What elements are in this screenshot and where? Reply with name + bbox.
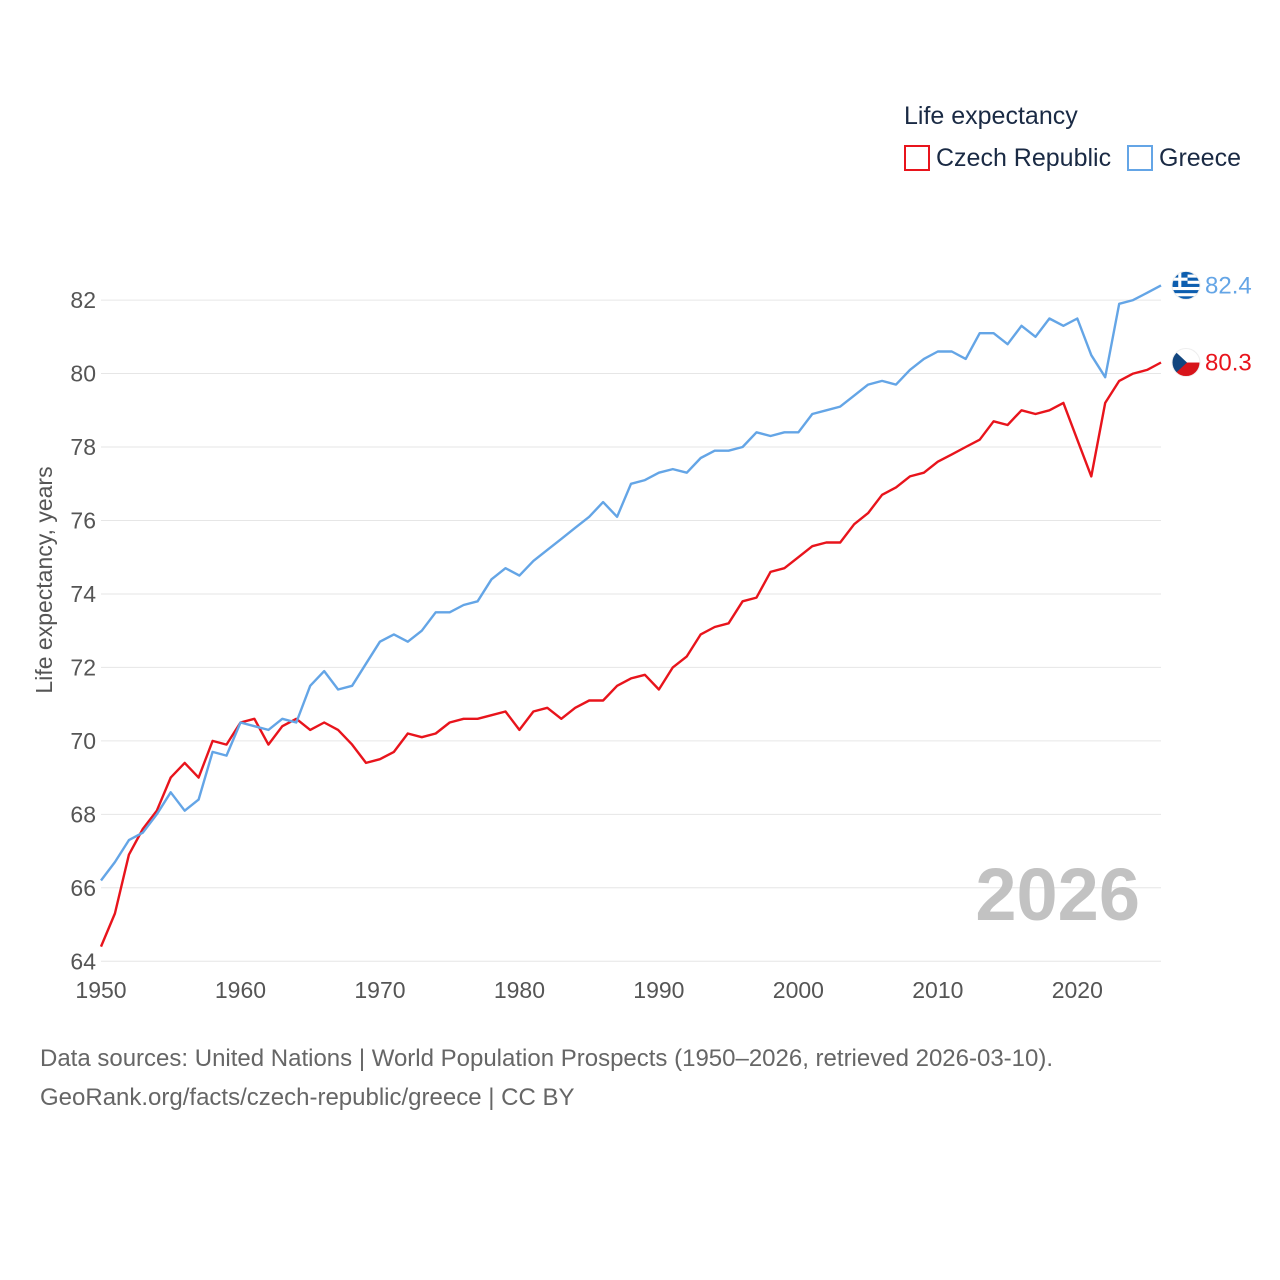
y-tick-66: 66: [70, 875, 96, 901]
x-tick-1960: 1960: [215, 977, 266, 1003]
end-label-greece: 82.4: [1205, 272, 1252, 299]
legend-entry-czech-republic[interactable]: Czech Republic: [904, 144, 1111, 172]
legend-title: Life expectancy: [904, 102, 1078, 130]
y-tick-64: 64: [70, 948, 96, 974]
series-line-czech-republic[interactable]: [99, 361, 1162, 948]
legend-swatch-greece: [1127, 145, 1153, 171]
y-tick-80: 80: [70, 361, 96, 387]
series-end-markers: 80.3 82.4: [1171, 270, 1252, 378]
y-tick-82: 82: [70, 287, 96, 313]
y-axis-label: Life expectancy, years: [31, 466, 57, 693]
y-tick-72: 72: [70, 654, 96, 680]
x-tick-2010: 2010: [912, 977, 963, 1003]
gridlines: [101, 299, 1161, 962]
legend: Life expectancy Czech Republic Greece: [904, 102, 1241, 172]
flag-greece-icon: [1171, 270, 1201, 300]
y-tick-70: 70: [70, 728, 96, 754]
y-tick-76: 76: [70, 507, 96, 533]
x-tick-1980: 1980: [494, 977, 545, 1003]
legend-label-greece: Greece: [1159, 144, 1241, 172]
x-tick-2000: 2000: [773, 977, 824, 1003]
x-axis-ticks: 1950 1960 1970 1980 1990 2000 2010 2020: [75, 977, 1102, 1003]
legend-swatch-czech-republic: [904, 145, 930, 171]
y-tick-78: 78: [70, 434, 96, 460]
legend-label-czech-republic: Czech Republic: [936, 144, 1111, 172]
attribution-link[interactable]: GeoRank.org/facts/czech-republic/greece …: [40, 1084, 575, 1111]
x-tick-2020: 2020: [1052, 977, 1103, 1003]
end-label-czech-republic: 80.3: [1205, 350, 1252, 377]
y-tick-74: 74: [70, 581, 96, 607]
data-source-text: Data sources: United Nations | World Pop…: [40, 1045, 1054, 1072]
legend-entry-greece[interactable]: Greece: [1127, 144, 1241, 172]
year-watermark: 2026: [975, 853, 1140, 936]
x-tick-1970: 1970: [354, 977, 405, 1003]
series-line-greece[interactable]: [100, 284, 1162, 882]
series-lines: [99, 284, 1162, 948]
x-tick-1990: 1990: [633, 977, 684, 1003]
y-axis-ticks: 64 66 68 70 72 74 76 78 80 82: [70, 287, 96, 974]
flag-czech-icon: [1171, 348, 1201, 378]
y-tick-68: 68: [70, 801, 96, 827]
x-tick-1950: 1950: [75, 977, 126, 1003]
